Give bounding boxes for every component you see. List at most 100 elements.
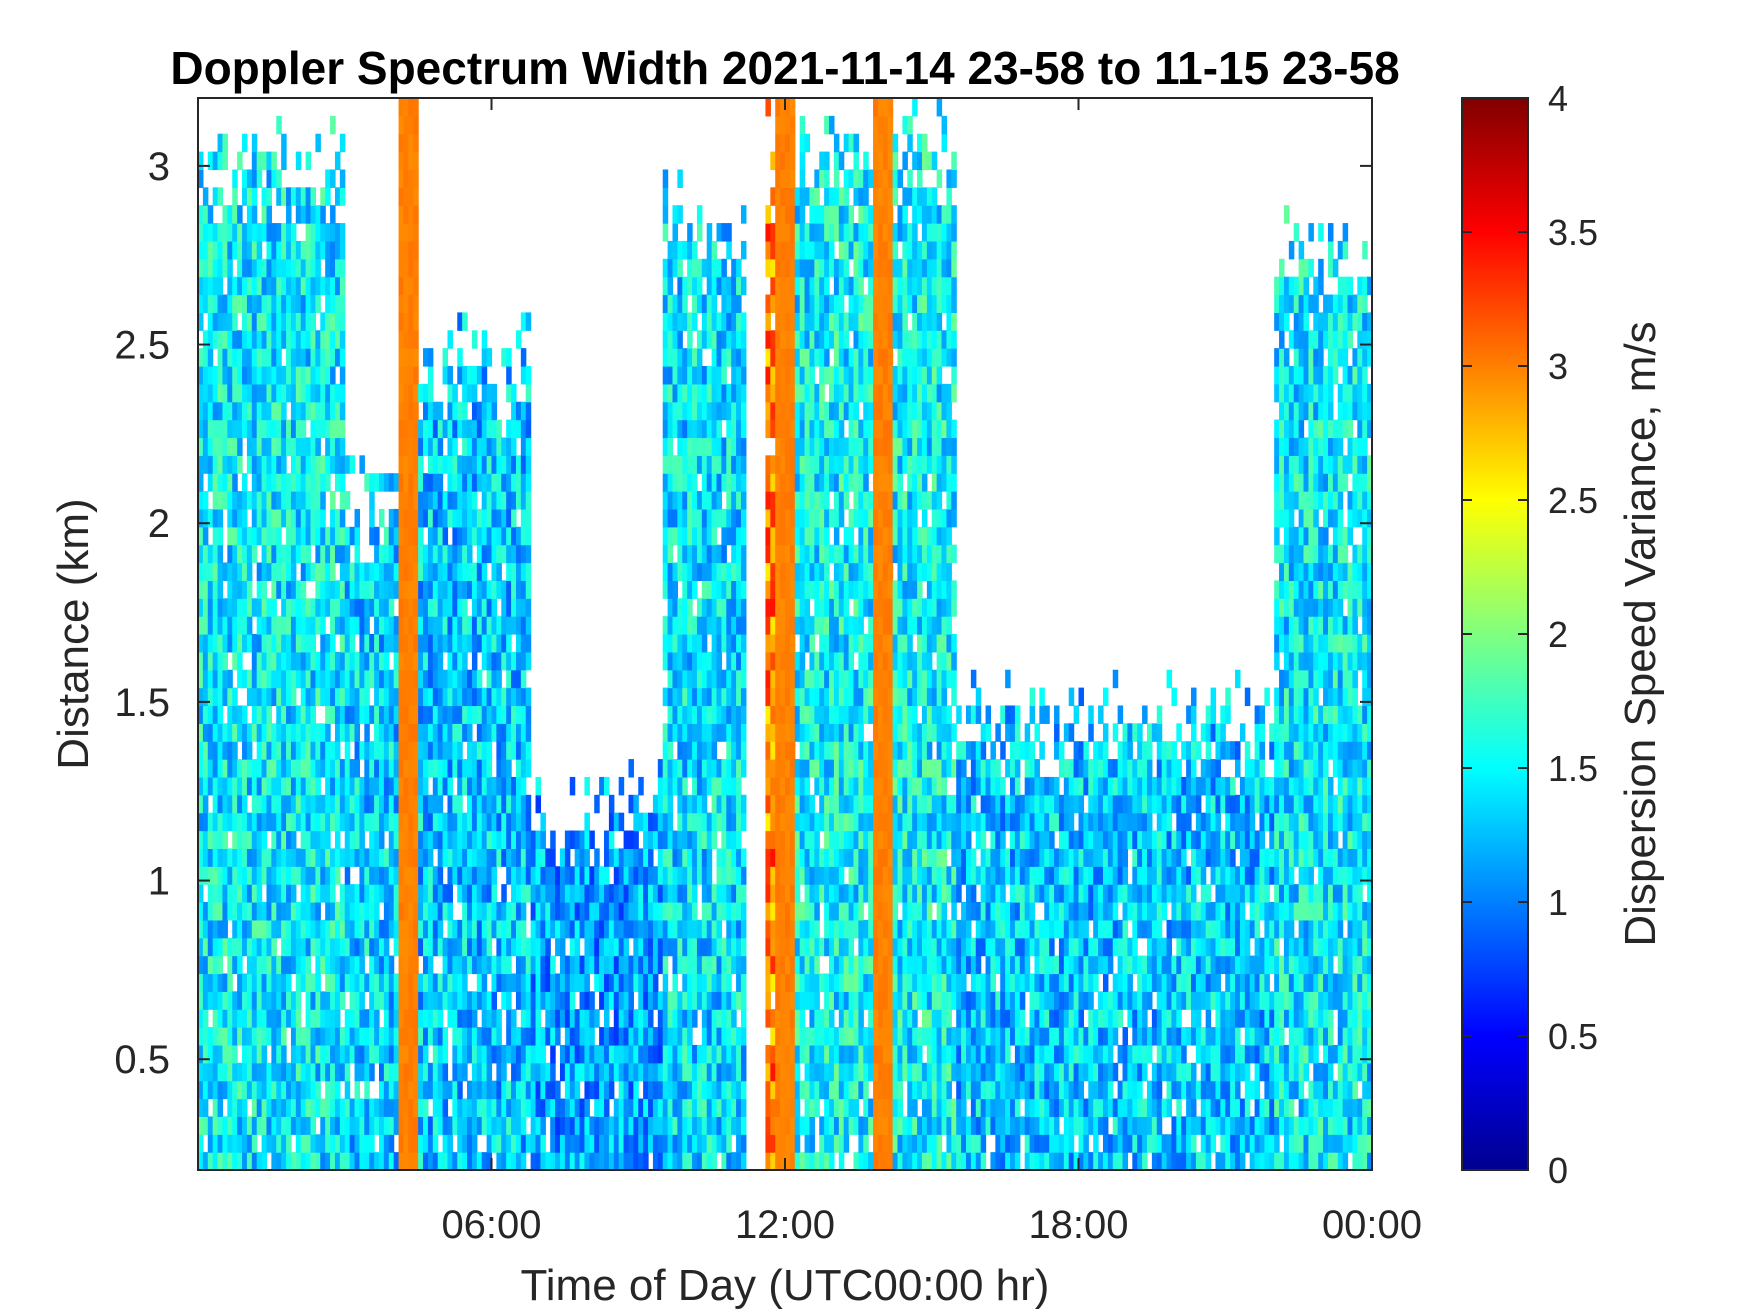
heatmap-cell <box>467 919 473 939</box>
heatmap-cell <box>662 419 669 439</box>
heatmap-cell <box>471 401 478 421</box>
heatmap-cell <box>545 902 551 921</box>
heatmap-cell <box>286 866 292 885</box>
heatmap-cell <box>657 1152 664 1170</box>
heatmap-cell <box>804 759 811 778</box>
heatmap-cell <box>237 937 243 957</box>
heatmap-cell <box>804 973 811 992</box>
heatmap-cell <box>794 473 801 492</box>
heatmap-cell <box>491 1116 497 1135</box>
heatmap-cell <box>799 651 806 671</box>
heatmap-cell <box>667 741 674 760</box>
heatmap-cell <box>246 276 253 296</box>
heatmap-cell <box>339 348 346 367</box>
heatmap-cell <box>731 794 737 814</box>
heatmap-cell <box>295 455 302 474</box>
heatmap-cell <box>418 544 424 564</box>
heatmap-cell <box>696 1098 703 1117</box>
heatmap-cell <box>339 1134 346 1153</box>
heatmap-cell <box>339 919 346 939</box>
heatmap-cell <box>770 383 776 403</box>
heatmap-cell <box>266 651 272 671</box>
heatmap-cell <box>202 830 209 849</box>
heatmap-cell <box>320 401 326 421</box>
heatmap-cell <box>359 562 365 581</box>
heatmap-cell <box>300 437 307 456</box>
heatmap-cell <box>471 830 478 849</box>
heatmap-cell <box>594 1098 600 1117</box>
heatmap-cell <box>256 1152 263 1170</box>
heatmap-cell <box>457 366 463 385</box>
heatmap-cell <box>315 759 321 778</box>
heatmap-cell <box>437 884 444 903</box>
heatmap-cell <box>648 1116 654 1135</box>
heatmap-cell <box>246 526 253 546</box>
heatmap-cell <box>339 312 346 331</box>
heatmap-cell <box>320 223 326 242</box>
heatmap-cell <box>613 848 620 867</box>
heatmap-cell <box>452 919 458 939</box>
heatmap-cell <box>418 848 424 867</box>
heatmap-cell <box>799 1009 806 1028</box>
heatmap-cell <box>408 133 414 153</box>
heatmap-cell <box>256 848 263 867</box>
heatmap-cell <box>706 366 713 385</box>
heatmap-cell <box>408 294 414 313</box>
heatmap-cell <box>496 455 502 474</box>
heatmap-cell <box>217 687 224 707</box>
heatmap-cell <box>481 884 488 903</box>
heatmap-cell <box>794 258 801 278</box>
heatmap-cell <box>325 330 331 349</box>
heatmap-cell <box>320 937 326 957</box>
heatmap-cell <box>286 616 292 635</box>
heatmap-cell <box>242 473 248 492</box>
heatmap-cell <box>398 366 405 385</box>
heatmap-cell <box>271 294 277 313</box>
heatmap-cell <box>242 705 248 724</box>
heatmap-cell <box>256 687 263 707</box>
heatmap-cell <box>530 973 537 992</box>
heatmap-cell <box>408 741 414 760</box>
heatmap-cell <box>706 741 713 760</box>
heatmap-cell <box>266 348 272 367</box>
heatmap-cell <box>374 562 380 581</box>
heatmap-cell <box>794 419 801 439</box>
heatmap-cell <box>794 919 801 939</box>
heatmap-cell <box>530 1080 537 1100</box>
heatmap-cell <box>217 884 224 903</box>
heatmap-cell <box>452 1098 458 1117</box>
heatmap-cell <box>599 1098 605 1117</box>
heatmap-cell <box>662 508 669 528</box>
heatmap-cell <box>716 1044 723 1064</box>
heatmap-cell <box>667 687 674 707</box>
heatmap-cell <box>462 366 468 385</box>
heatmap-cell <box>506 687 512 707</box>
heatmap-cell <box>339 634 346 653</box>
heatmap-cell <box>775 508 781 528</box>
heatmap-cell <box>242 669 248 689</box>
heatmap-cell <box>266 437 272 456</box>
heatmap-cell <box>290 455 297 474</box>
heatmap-cell <box>457 1098 463 1117</box>
heatmap-cell <box>520 848 527 867</box>
heatmap-cell <box>212 1134 219 1153</box>
heatmap-cell <box>378 848 385 867</box>
heatmap-cell <box>794 366 801 385</box>
heatmap-cell <box>780 491 786 510</box>
heatmap-cell <box>256 991 263 1010</box>
heatmap-cell <box>481 1062 488 1082</box>
heatmap-cell <box>643 991 649 1010</box>
heatmap-cell <box>696 634 703 653</box>
heatmap-cell <box>711 830 718 849</box>
heatmap-cell <box>432 1134 439 1153</box>
heatmap-cell <box>770 562 776 581</box>
heatmap-cell <box>227 240 233 260</box>
heatmap-cell <box>692 508 698 528</box>
heatmap-cell <box>388 1027 395 1046</box>
heatmap-cell <box>378 991 385 1010</box>
heatmap-cell <box>599 902 605 921</box>
heatmap-cell <box>202 651 209 671</box>
heatmap-cell <box>325 240 331 260</box>
heatmap-cell <box>486 669 493 689</box>
heatmap-cell <box>290 473 297 492</box>
